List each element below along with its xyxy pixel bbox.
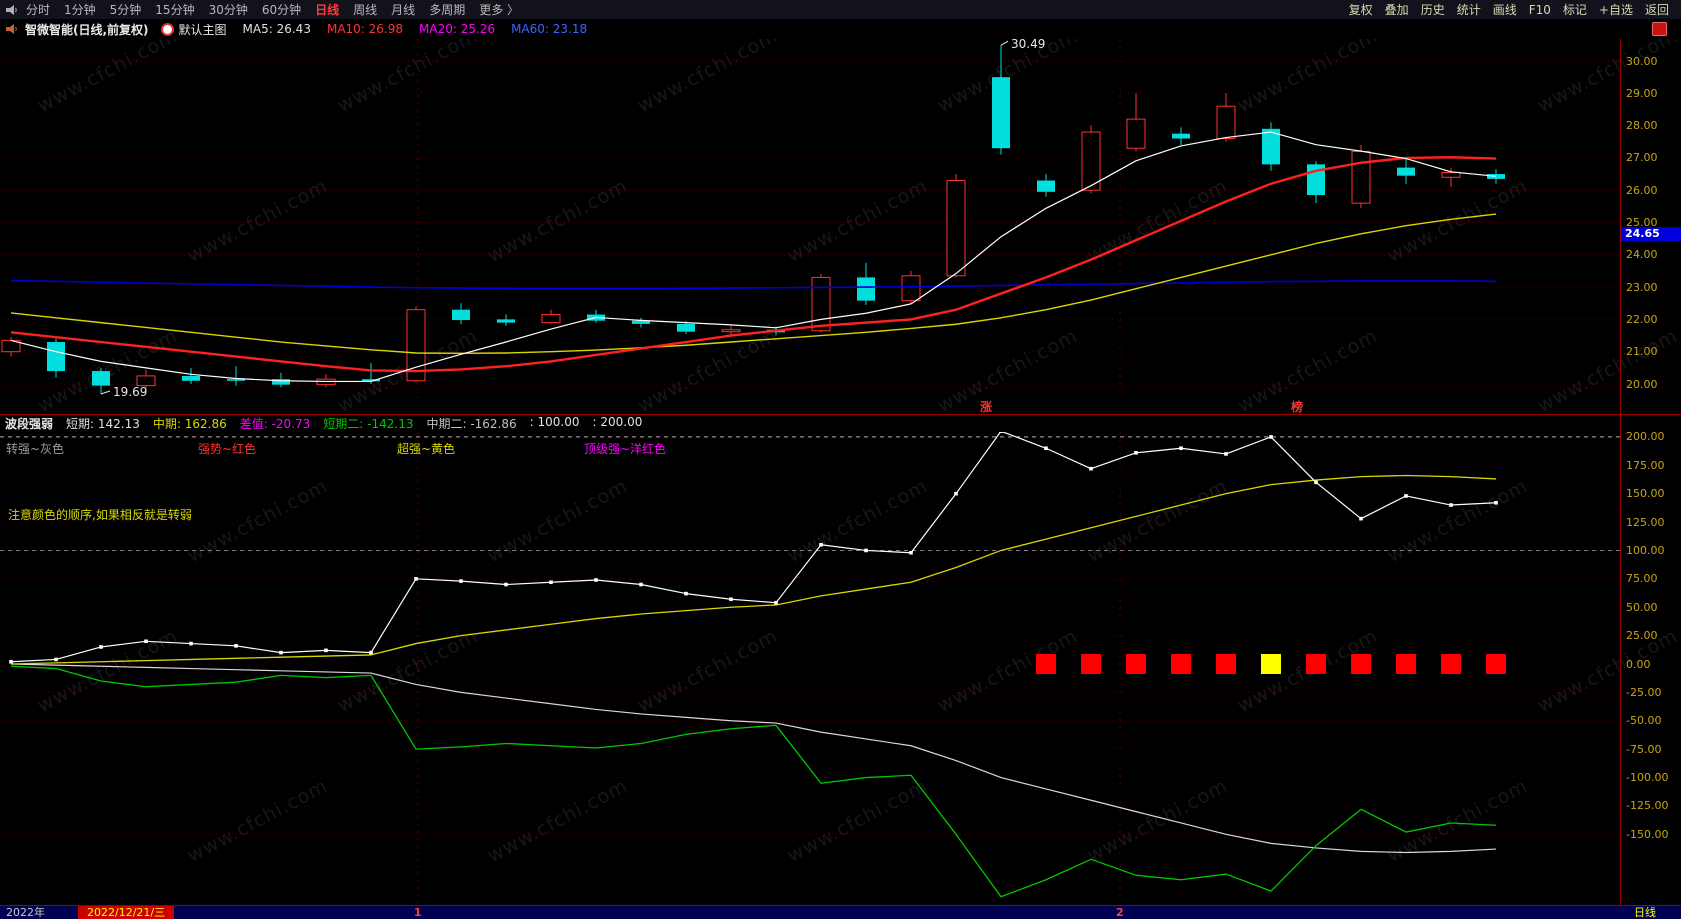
action-item-7[interactable]: +自选 bbox=[1598, 3, 1633, 17]
indicator-note: 注意颜色的顺序,如果相反就是转弱 bbox=[8, 508, 192, 522]
high-price-annotation: 30.49 bbox=[1011, 37, 1046, 52]
legend-item-2: 超强~黄色 bbox=[397, 442, 456, 456]
pane-divider bbox=[0, 905, 1681, 906]
indicator-tick-7: 25.00 bbox=[1626, 629, 1658, 643]
period-item-1[interactable]: 1分钟 bbox=[64, 3, 96, 17]
chart-info-bar: 智微智能(日线,前复权) 默认主图 MA5: 26.43 MA10: 26.98 M… bbox=[0, 19, 1681, 39]
speaker-icon[interactable] bbox=[5, 4, 19, 16]
legend-item-1: 强势~红色 bbox=[198, 442, 257, 456]
indicator-tick-13: -125.00 bbox=[1626, 799, 1669, 813]
indicator-value-4: 中期二: -162.86 bbox=[426, 417, 517, 431]
indicator-header: 波段强弱 短期: 142.13 中期: 162.86 差值: -20.73 短期二: … bbox=[0, 415, 1620, 432]
event-marker-zhang: 涨 bbox=[980, 400, 993, 414]
main-price-chart[interactable] bbox=[0, 39, 1620, 400]
price-tick-0: 30.00 bbox=[1626, 54, 1658, 68]
period-item-10[interactable]: 更多 〉 bbox=[479, 3, 520, 17]
ma-value-2: MA20: 25.26 bbox=[419, 22, 496, 36]
indicator-title[interactable]: 波段强弱 bbox=[5, 417, 54, 431]
indicator-tick-11: -75.00 bbox=[1626, 742, 1662, 756]
main-chart-style-icon[interactable] bbox=[160, 22, 174, 36]
indicator-value-5: : 100.00 bbox=[529, 415, 580, 429]
period-item-6[interactable]: 日线 bbox=[315, 3, 340, 17]
action-item-5[interactable]: F10 bbox=[1528, 2, 1551, 17]
top-menu-bar: 分时 1分钟 5分钟 15分钟 30分钟 60分钟 日线 周线 月线 多周期 更多 〉 复权 叠加 历史… bbox=[0, 0, 1681, 19]
period-item-7[interactable]: 周线 bbox=[353, 3, 378, 17]
indicator-tick-0: 200.00 bbox=[1626, 430, 1665, 444]
indicator-values: 短期: 142.13 中期: 162.86 差值: -20.73 短期二: -142.… bbox=[53, 415, 642, 432]
ma-value-0: MA5: 26.43 bbox=[242, 22, 311, 36]
price-tick-3: 27.00 bbox=[1626, 151, 1658, 165]
legend-item-3: 顶级强~洋红色 bbox=[584, 442, 667, 456]
period-menu: 分时 1分钟 5分钟 15分钟 30分钟 60分钟 日线 周线 月线 多周期 更多 〉 bbox=[19, 1, 526, 18]
action-menu: 复权 叠加 历史 统计 画线 F10 标记 +自选 返回 bbox=[1343, 1, 1681, 18]
period-item-9[interactable]: 多周期 bbox=[429, 3, 466, 17]
indicator-value-6: : 200.00 bbox=[592, 415, 643, 429]
separator-marker-2: 2 bbox=[1116, 906, 1124, 919]
chart-type-label[interactable]: 默认主图 bbox=[178, 22, 227, 37]
date-label: 2022/12/21/三 bbox=[78, 906, 175, 919]
low-price-annotation: 19.69 bbox=[113, 385, 148, 399]
period-item-3[interactable]: 15分钟 bbox=[155, 3, 195, 17]
ma-values: MA5: 26.43 MA10: 26.98 MA20: 25.26 MA60: 23… bbox=[227, 22, 588, 36]
price-tick-7: 23.00 bbox=[1626, 280, 1658, 294]
action-item-4[interactable]: 画线 bbox=[1492, 3, 1517, 17]
price-tick-1: 29.00 bbox=[1626, 86, 1658, 100]
axis-separator bbox=[1620, 39, 1621, 906]
announcement-icon[interactable] bbox=[5, 23, 19, 35]
stock-title: 智微智能(日线,前复权) bbox=[25, 22, 149, 37]
indicator-tick-12: -100.00 bbox=[1626, 771, 1669, 785]
ma-value-3: MA60: 23.18 bbox=[511, 22, 588, 36]
period-item-8[interactable]: 月线 bbox=[391, 3, 416, 17]
action-item-3[interactable]: 统计 bbox=[1456, 3, 1481, 17]
price-tick-6: 24.00 bbox=[1626, 248, 1658, 262]
indicator-tick-5: 75.00 bbox=[1626, 572, 1658, 586]
last-price-tag: 24.65 bbox=[1621, 226, 1681, 241]
indicator-value-1: 中期: 162.86 bbox=[152, 417, 227, 431]
price-tick-2: 28.00 bbox=[1626, 119, 1658, 133]
legend-item-0: 转强~灰色 bbox=[6, 442, 65, 456]
period-item-4[interactable]: 30分钟 bbox=[208, 3, 248, 17]
price-tick-9: 21.00 bbox=[1626, 345, 1658, 359]
price-tick-8: 22.00 bbox=[1626, 312, 1658, 326]
event-marker-bang: 榜 bbox=[1291, 400, 1304, 414]
indicator-tick-2: 150.00 bbox=[1626, 487, 1665, 501]
indicator-tick-10: -50.00 bbox=[1626, 714, 1662, 728]
action-item-2[interactable]: 历史 bbox=[1420, 3, 1445, 17]
indicator-tick-9: -25.00 bbox=[1626, 685, 1662, 699]
indicator-chart[interactable] bbox=[0, 432, 1620, 906]
period-item-2[interactable]: 5分钟 bbox=[109, 3, 142, 17]
price-tick-5: 25.00 bbox=[1626, 216, 1658, 229]
indicator-value-3: 短期二: -142.13 bbox=[323, 417, 414, 431]
price-tick-4: 26.00 bbox=[1626, 183, 1658, 197]
indicator-tick-3: 125.00 bbox=[1626, 515, 1665, 529]
indicator-value-2: 差值: -20.73 bbox=[239, 417, 311, 431]
indicator-value-0: 短期: 142.13 bbox=[66, 417, 140, 431]
action-item-8[interactable]: 返回 bbox=[1644, 3, 1669, 17]
indicator-tick-8: 0.00 bbox=[1626, 657, 1651, 671]
indicator-tick-6: 50.00 bbox=[1626, 600, 1658, 614]
event-marker-strip: 涨 榜 bbox=[0, 400, 1620, 415]
statusbar-period-label[interactable]: 日线 bbox=[1634, 906, 1656, 919]
separator-marker-1: 1 bbox=[414, 906, 422, 919]
price-tick-10: 20.00 bbox=[1626, 377, 1658, 391]
corner-badge-icon[interactable] bbox=[1652, 22, 1667, 36]
status-bar: 2022年 2022/12/21/三 1 2 日线 bbox=[0, 906, 1681, 919]
year-label: 2022年 bbox=[6, 906, 45, 919]
pane-divider bbox=[0, 414, 1681, 415]
action-item-1[interactable]: 叠加 bbox=[1384, 3, 1409, 17]
indicator-tick-1: 175.00 bbox=[1626, 458, 1665, 472]
action-item-0[interactable]: 复权 bbox=[1348, 3, 1373, 17]
ma-value-1: MA10: 26.98 bbox=[326, 22, 404, 36]
indicator-tick-4: 100.00 bbox=[1626, 543, 1665, 557]
period-item-0[interactable]: 分时 bbox=[26, 3, 51, 17]
period-item-5[interactable]: 60分钟 bbox=[261, 3, 302, 17]
action-item-6[interactable]: 标记 bbox=[1562, 3, 1587, 17]
indicator-tick-14: -150.00 bbox=[1626, 827, 1669, 841]
